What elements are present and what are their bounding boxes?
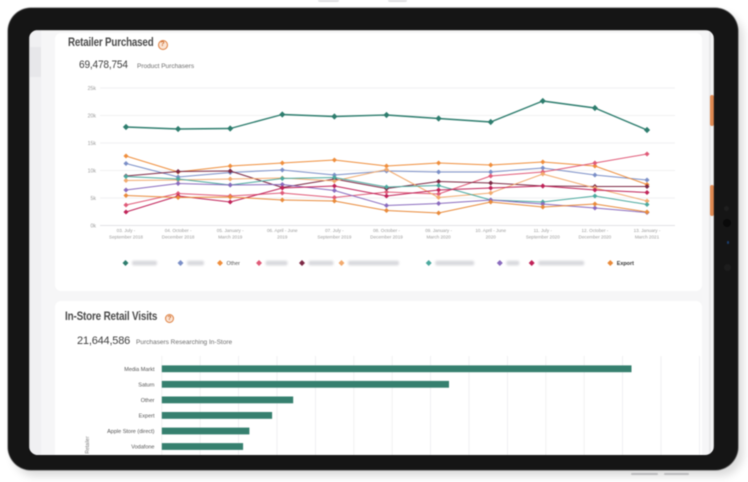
svg-text:09. January -: 09. January - <box>425 228 452 233</box>
svg-text:December 2018: December 2018 <box>162 235 195 240</box>
svg-text:15k: 15k <box>88 141 97 147</box>
svg-text:Vodafone: Vodafone <box>131 445 154 451</box>
svg-text:March 2019: March 2019 <box>218 235 243 240</box>
svg-text:Media Markt: Media Markt <box>124 367 155 373</box>
svg-text:September 2019: September 2019 <box>317 235 351 240</box>
svg-text:Retailer: Retailer <box>85 436 91 454</box>
svg-text:September 2018: September 2018 <box>109 235 143 240</box>
svg-text:0k: 0k <box>91 223 97 229</box>
svg-text:5k: 5k <box>91 196 97 202</box>
svg-text:05. January -: 05. January - <box>217 228 244 233</box>
svg-text:September 2020: September 2020 <box>526 235 560 240</box>
svg-text:08. October -: 08. October - <box>373 228 400 233</box>
svg-text:2019: 2019 <box>277 235 288 240</box>
svg-text:13. January -: 13. January - <box>634 228 661 233</box>
svg-text:20k: 20k <box>88 113 97 119</box>
svg-text:December 2020: December 2020 <box>579 235 612 240</box>
svg-text:03. July -: 03. July - <box>117 228 136 233</box>
svg-text:March 2020: March 2020 <box>426 235 451 240</box>
svg-text:07. July -: 07. July - <box>325 228 344 233</box>
svg-text:Other: Other <box>141 398 155 404</box>
svg-text:March 2021: March 2021 <box>635 235 660 240</box>
svg-text:10k: 10k <box>88 168 97 174</box>
svg-text:25k: 25k <box>88 86 97 92</box>
svg-text:Export: Export <box>617 261 634 267</box>
svg-text:10. April - June: 10. April - June <box>475 228 506 233</box>
svg-text:12. October -: 12. October - <box>581 228 608 233</box>
svg-text:December 2019: December 2019 <box>370 235 403 240</box>
svg-text:11. July -: 11. July - <box>534 228 553 233</box>
svg-text:Apple Store (direct): Apple Store (direct) <box>107 429 155 435</box>
svg-text:Expert: Expert <box>139 413 155 419</box>
svg-text:Other: Other <box>227 261 241 267</box>
svg-text:Saturn: Saturn <box>138 382 154 388</box>
svg-text:06. April - June: 06. April - June <box>267 228 298 233</box>
svg-text:04. October -: 04. October - <box>165 228 192 233</box>
svg-text:2020: 2020 <box>486 235 497 240</box>
